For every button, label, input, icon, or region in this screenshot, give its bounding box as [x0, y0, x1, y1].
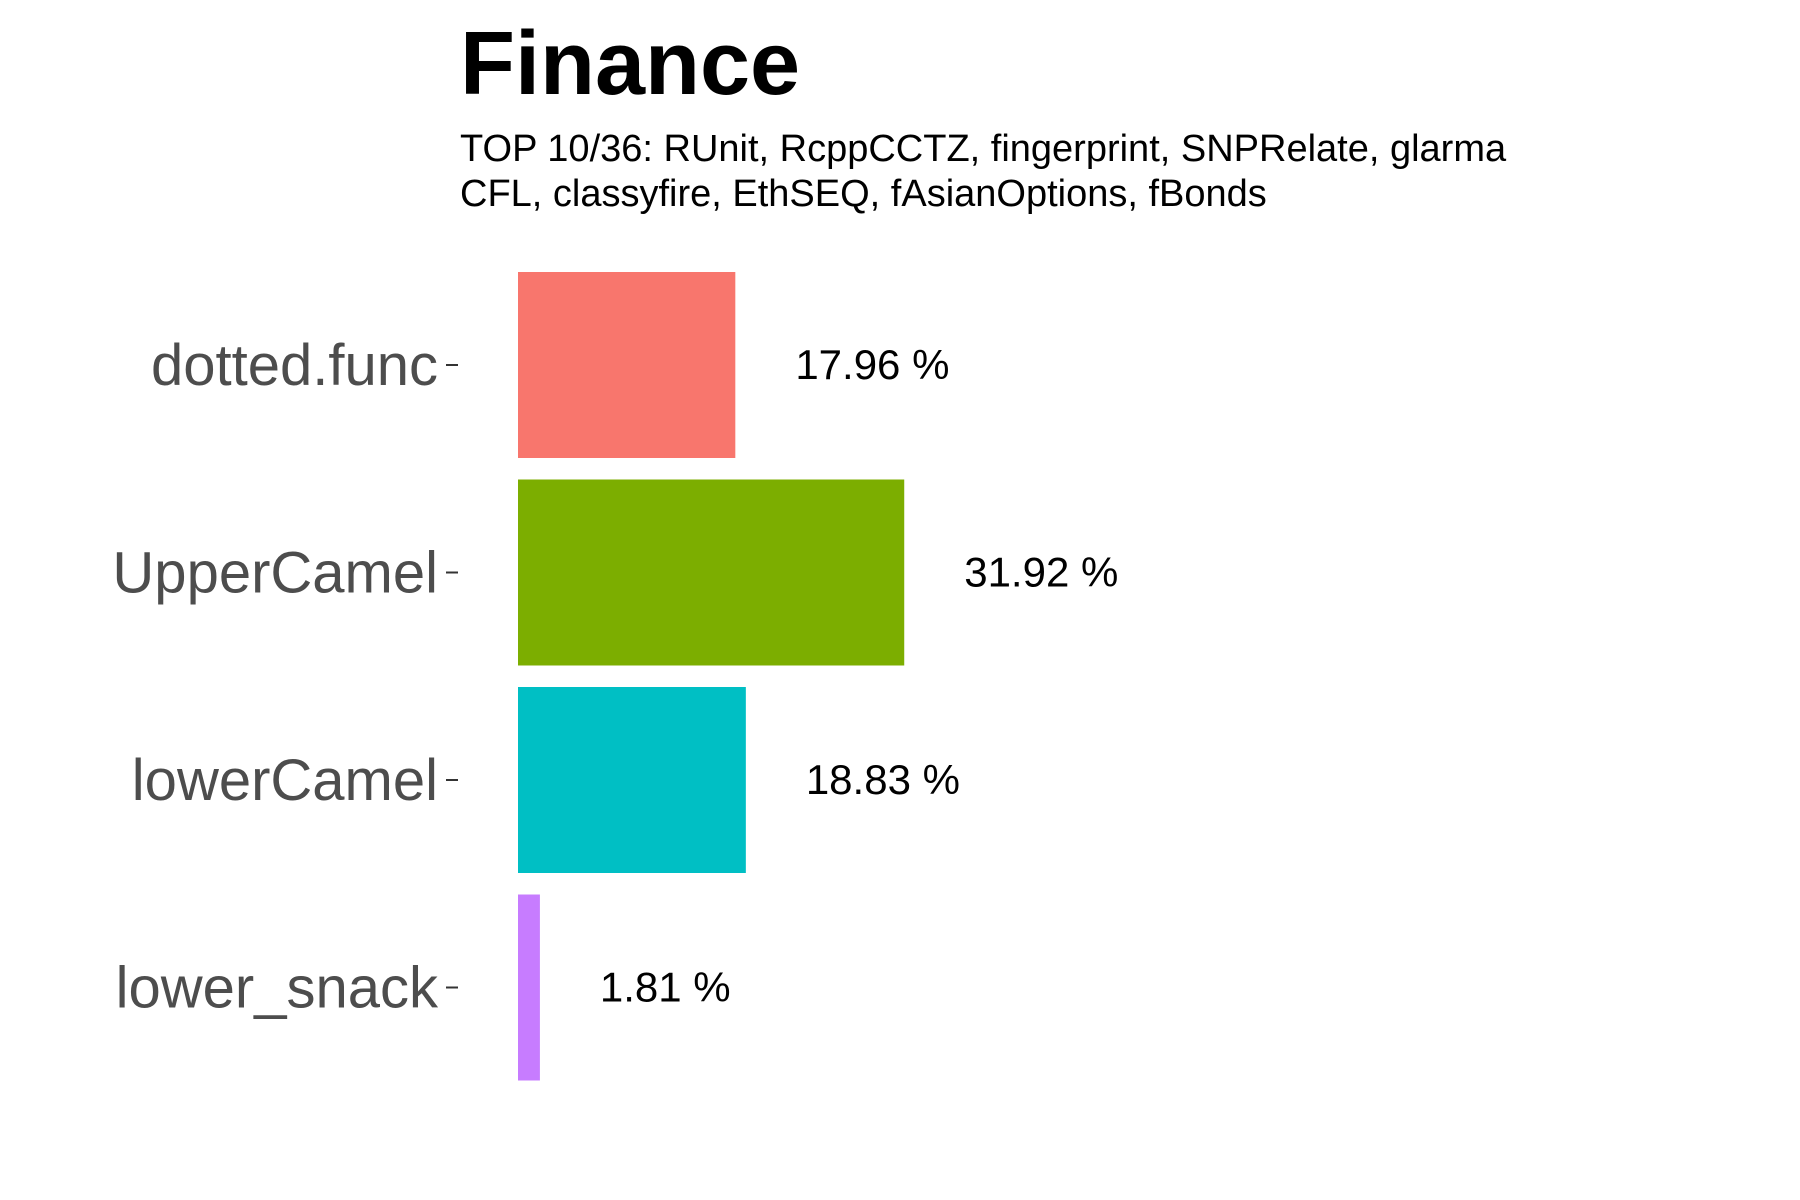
- bar-dotted-func: [518, 272, 735, 458]
- bar-uppercamel: [518, 480, 904, 666]
- category-label: lower_snack: [116, 956, 439, 1021]
- chart-subtitle-line-2: CFL, classyfire, EthSEQ, fAsianOptions, …: [460, 173, 1267, 215]
- category-label: lowerCamel: [132, 748, 438, 813]
- chart-title: Finance: [460, 14, 800, 114]
- bars-group: dotted.func 17.96 % UpperCamel 31.92 % lower…: [112, 272, 1118, 1081]
- value-label: 17.96 %: [795, 341, 949, 388]
- value-label: 1.81 %: [600, 964, 731, 1011]
- bar-lowercamel: [518, 687, 746, 873]
- value-label: 31.92 %: [964, 549, 1118, 596]
- value-label: 18.83 %: [806, 756, 960, 803]
- category-label: dotted.func: [151, 333, 438, 398]
- category-label: UpperCamel: [112, 541, 438, 606]
- bar-lower-snack: [518, 895, 540, 1081]
- chart-subtitle-line-1: TOP 10/36: RUnit, RcppCCTZ, fingerprint,…: [460, 128, 1507, 170]
